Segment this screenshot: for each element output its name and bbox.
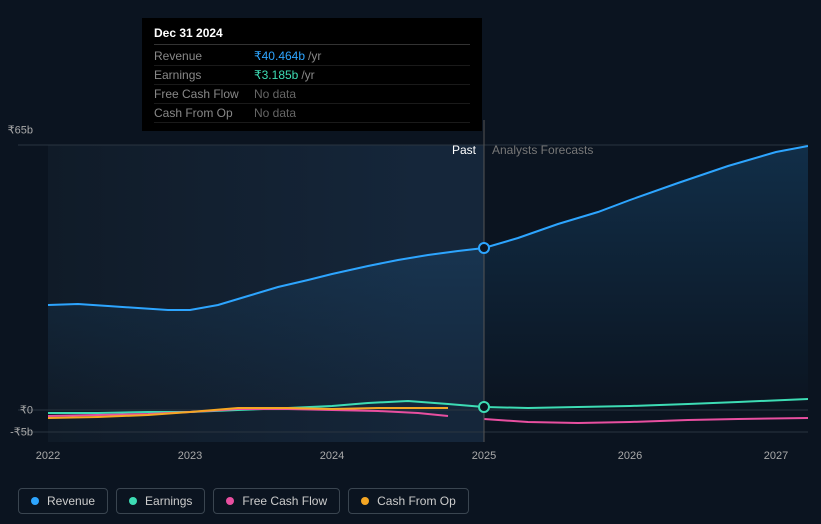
legend-label: Free Cash Flow xyxy=(242,494,327,508)
tooltip-metric-value: No data xyxy=(254,87,296,101)
tooltip-metric-unit: /yr xyxy=(308,49,321,63)
earnings-revenue-chart[interactable]: ₹65b₹0-₹5b 202220232024202520262027 Past… xyxy=(18,120,808,470)
x-axis-label: 2024 xyxy=(320,450,344,462)
x-axis-label: 2025 xyxy=(472,450,496,462)
tooltip-metric-label: Revenue xyxy=(154,49,254,63)
tooltip-row: Free Cash FlowNo data xyxy=(154,85,470,104)
past-period-label: Past xyxy=(452,143,476,157)
legend-label: Cash From Op xyxy=(377,494,456,508)
y-axis-label: ₹0 xyxy=(20,404,33,417)
tooltip-row: Cash From OpNo data xyxy=(154,104,470,123)
tooltip-metric-label: Free Cash Flow xyxy=(154,87,254,101)
legend-dot-icon xyxy=(31,497,39,505)
tooltip-row: Earnings₹3.185b/yr xyxy=(154,66,470,85)
legend-dot-icon xyxy=(361,497,369,505)
forecast-period-label: Analysts Forecasts xyxy=(492,143,593,157)
x-axis-label: 2026 xyxy=(618,450,642,462)
tooltip-metric-value: ₹3.185b xyxy=(254,68,298,82)
tooltip-metric-label: Cash From Op xyxy=(154,106,254,120)
tooltip-date: Dec 31 2024 xyxy=(154,26,470,45)
tooltip-metric-unit: /yr xyxy=(301,68,314,82)
legend-toggle-fcf[interactable]: Free Cash Flow xyxy=(213,488,340,514)
x-axis-label: 2027 xyxy=(764,450,788,462)
legend-toggle-earnings[interactable]: Earnings xyxy=(116,488,205,514)
legend-dot-icon xyxy=(129,497,137,505)
legend-label: Earnings xyxy=(145,494,192,508)
x-axis-label: 2022 xyxy=(36,450,60,462)
tooltip-metric-value: ₹40.464b xyxy=(254,49,305,63)
legend-toggle-cfo[interactable]: Cash From Op xyxy=(348,488,469,514)
tooltip-row: Revenue₹40.464b/yr xyxy=(154,47,470,66)
tooltip-metric-value: No data xyxy=(254,106,296,120)
y-axis-label: -₹5b xyxy=(10,426,33,439)
y-axis-label: ₹65b xyxy=(8,124,33,137)
tooltip-metric-label: Earnings xyxy=(154,68,254,82)
chart-tooltip: Dec 31 2024 Revenue₹40.464b/yrEarnings₹3… xyxy=(142,18,482,131)
legend-label: Revenue xyxy=(47,494,95,508)
legend-toggle-revenue[interactable]: Revenue xyxy=(18,488,108,514)
x-axis-label: 2023 xyxy=(178,450,202,462)
chart-legend: Revenue Earnings Free Cash Flow Cash From O… xyxy=(18,488,469,514)
legend-dot-icon xyxy=(226,497,234,505)
